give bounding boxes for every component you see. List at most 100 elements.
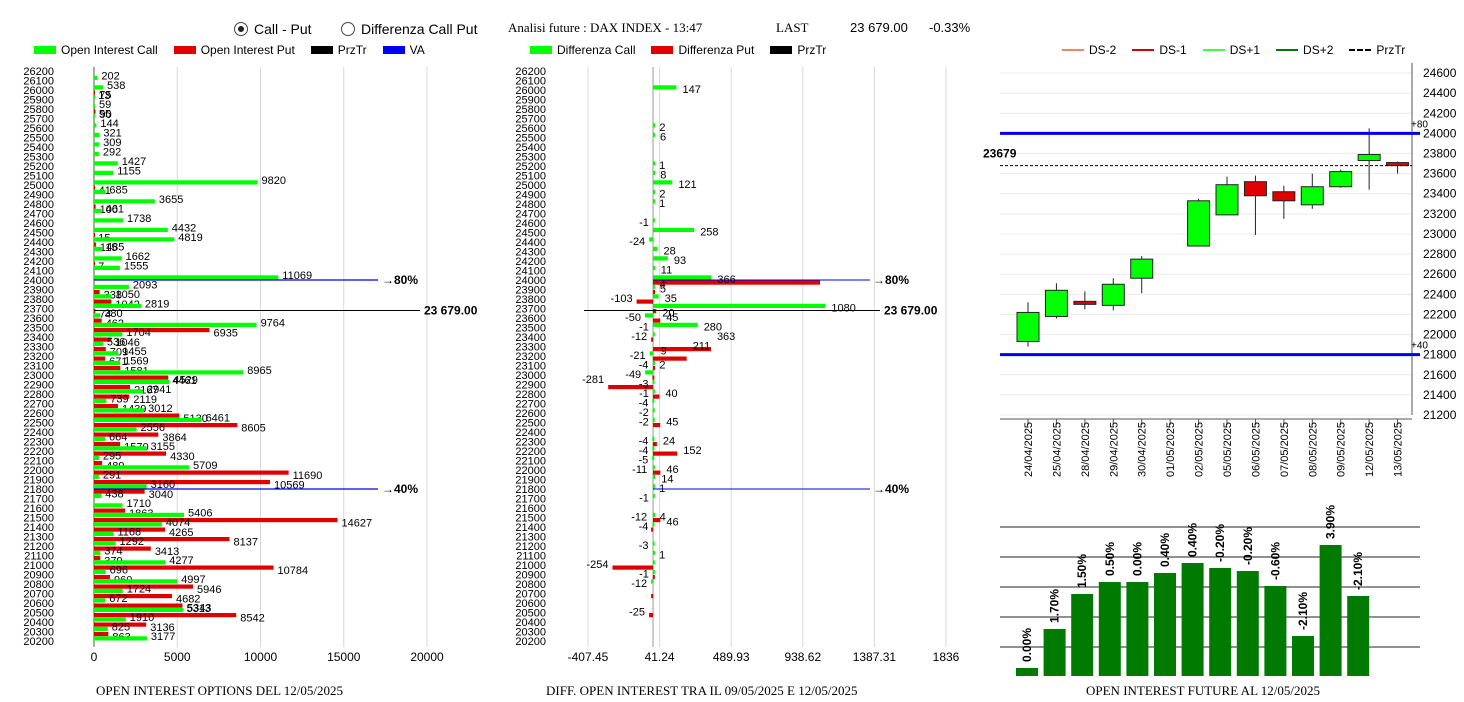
put-bar: [94, 328, 210, 333]
call-value-label: 1910: [130, 612, 154, 624]
y-tick-label: 21300: [515, 532, 546, 544]
put-diff-bar: [653, 442, 657, 447]
call-diff-bar: [652, 569, 655, 574]
put-bar: [94, 537, 230, 542]
call-value-label: 3012: [148, 403, 172, 415]
diff-value-label: -1: [639, 322, 649, 334]
legend-label: Differenza Put: [678, 43, 755, 57]
put-diff-bar: [651, 527, 654, 532]
x-tick-label: -407.45: [568, 650, 609, 664]
diff-value-label: -254: [586, 559, 608, 571]
y-tick-label: 22800: [515, 389, 546, 401]
put-bar: [94, 366, 121, 371]
y-tick-label: 21600: [1423, 368, 1457, 382]
y-tick-label: 20700: [23, 589, 54, 601]
diff-value-label: 45: [666, 417, 678, 429]
call-value-label: 4432: [172, 223, 196, 235]
call-value-label: 3155: [151, 441, 175, 453]
call-diff-bar: [653, 85, 677, 90]
oi-value-label: -2.10%: [1351, 552, 1365, 590]
call-bar: [94, 465, 190, 470]
diff-value-label: 11: [661, 265, 672, 277]
y-tick-label: 22600: [515, 408, 546, 420]
diff-value-label: 35: [665, 293, 677, 305]
call-bar: [94, 199, 155, 204]
x-tick-label: 29/04/2025: [1108, 422, 1120, 477]
legend-label: Open Interest Put: [200, 43, 295, 57]
call-diff-bar: [653, 227, 695, 232]
call-value-label: 696: [110, 565, 128, 577]
call-diff-bar: [653, 284, 656, 289]
call-bar: [94, 436, 106, 441]
y-tick-label: 23700: [23, 304, 54, 316]
y-tick-label: 25500: [23, 133, 54, 145]
x-tick-label: 5000: [164, 650, 191, 664]
put-diff-bar: [636, 299, 654, 304]
legend-item-prztr: PrzTr: [770, 43, 826, 57]
call-value-label: 739: [110, 394, 128, 406]
call-value-label: 4819: [178, 232, 202, 244]
legend-item-va: VA: [382, 43, 425, 57]
candle-body: [1243, 181, 1267, 197]
diff-value-label: 1080: [831, 303, 855, 315]
y-tick-label: 20600: [515, 598, 546, 610]
call-diff-bar: [651, 579, 654, 584]
diff-value-label: 5: [660, 284, 666, 296]
call-bar: [94, 75, 98, 80]
marker-label: →40%: [382, 482, 418, 496]
call-bar: [94, 275, 279, 280]
y-tick-label: 23600: [23, 313, 54, 325]
call-bar: [94, 218, 123, 223]
call-value-label: 3160: [151, 479, 175, 491]
y-tick-label: 25200: [23, 161, 54, 173]
call-diff-bar: [653, 170, 656, 175]
diff-value-label: 8: [660, 170, 666, 182]
y-tick-label: 23900: [23, 285, 54, 297]
put-bar: [94, 347, 106, 352]
put-value-label: 115: [100, 242, 118, 254]
call-value-label: 75: [99, 90, 111, 102]
call-value-label: 2941: [147, 384, 171, 396]
put-bar: [94, 299, 112, 304]
call-bar: [94, 322, 257, 327]
call-bar: [94, 208, 102, 213]
caption-mid: DIFF. OPEN INTEREST TRA IL 09/05/2025 E …: [546, 683, 858, 698]
y-tick-label: 26000: [515, 85, 546, 97]
put-bar: [94, 90, 95, 95]
put-bar: [94, 565, 274, 570]
y-tick-label: 23400: [515, 332, 546, 344]
call-value-label: 685: [109, 185, 127, 197]
put-bar: [94, 603, 183, 608]
call-value-label: 8965: [247, 365, 271, 377]
y-tick-label: 24600: [23, 218, 54, 230]
legend-label: Differenza Call: [557, 43, 636, 57]
radio-diff[interactable]: Differenza Call Put: [341, 21, 477, 37]
swatch-va: [382, 46, 405, 54]
x-tick-label: 07/05/2025: [1279, 422, 1291, 477]
call-bar: [94, 360, 121, 365]
diff-value-label: -103: [611, 293, 633, 305]
put-bar: [94, 356, 106, 361]
y-tick-label: 25300: [23, 152, 54, 164]
call-bar: [94, 636, 147, 641]
y-tick-label: 23200: [515, 351, 546, 363]
band-label: +40: [1411, 341, 1428, 352]
call-bar: [94, 370, 244, 375]
put-bar: [94, 204, 96, 209]
oi-bar: [1181, 563, 1204, 676]
x-tick-label: 12/05/2025: [1364, 422, 1376, 477]
call-bar: [94, 123, 97, 128]
call-value-label: 1724: [127, 584, 151, 596]
call-value-label: 59: [99, 99, 111, 111]
put-value-label: 74: [99, 309, 111, 321]
y-tick-label: 24100: [515, 266, 546, 278]
diff-value-label: -4: [639, 398, 649, 410]
diff-value-label: 2: [659, 360, 665, 372]
call-diff-bar: [652, 417, 655, 422]
change-value: -0.33%: [929, 20, 971, 35]
radio-call-put[interactable]: Call - Put: [234, 21, 312, 37]
y-tick-label: 24900: [23, 190, 54, 202]
legend-item-ds+1: DS+1: [1202, 43, 1260, 57]
diff-value-label: -281: [582, 374, 604, 386]
call-value-label: 672: [109, 593, 127, 605]
